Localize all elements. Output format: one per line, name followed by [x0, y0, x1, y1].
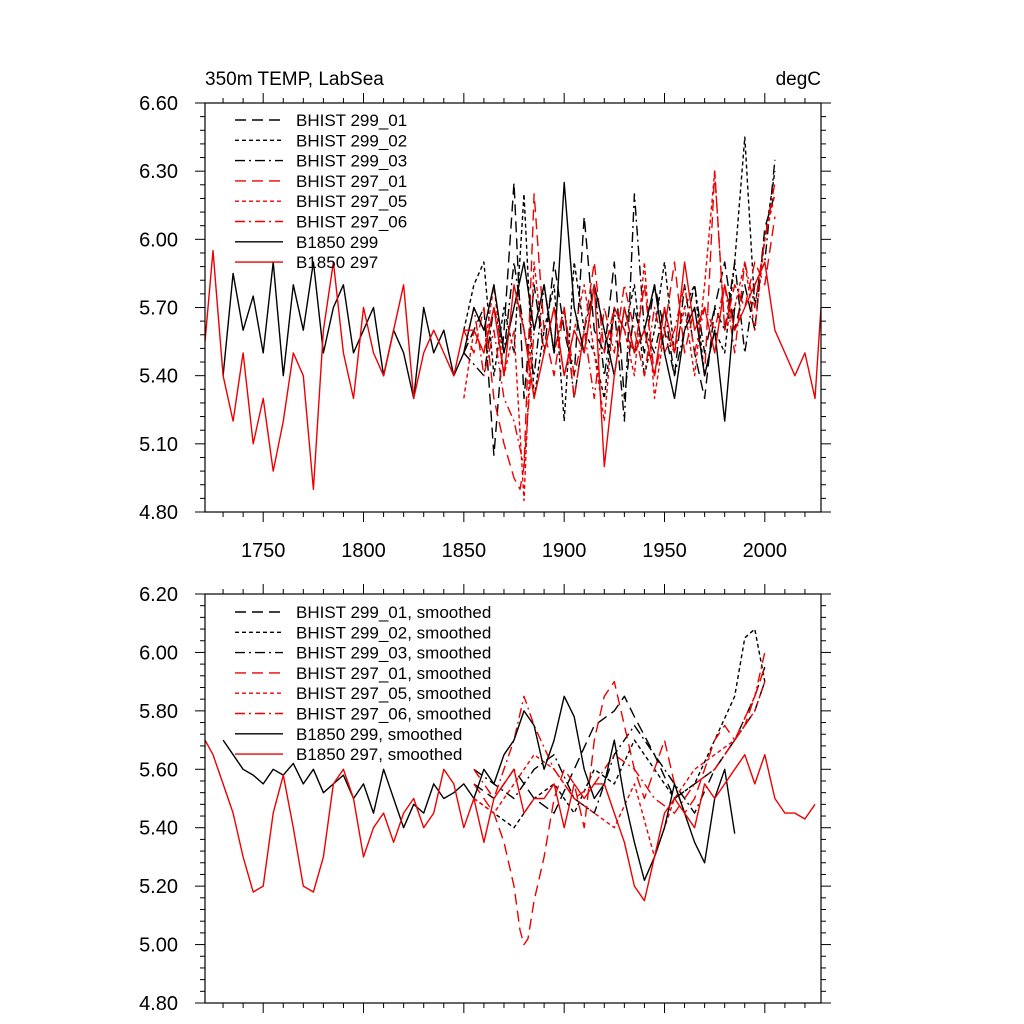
legend-entry: B1850 297, smoothed	[296, 745, 462, 764]
y-tick-label: 5.20	[139, 876, 178, 898]
legend-entry: BHIST 299_01	[296, 111, 407, 130]
y-tick-label: 4.80	[139, 502, 178, 524]
legend-entry: BHIST 297_05	[296, 192, 407, 211]
panel-title-left: 350m TEMP, LabSea	[205, 69, 384, 90]
series-line-1	[463, 181, 776, 456]
legend-entry: BHIST 297_06	[296, 213, 407, 232]
series-line-5	[463, 170, 776, 502]
y-tick-label: 5.00	[139, 935, 178, 957]
legend-entry: BHIST 297_01, smoothed	[296, 664, 491, 683]
x-tick-label: 1800	[341, 540, 386, 562]
y-tick-label: 5.60	[139, 759, 178, 781]
series-line-8	[205, 739, 816, 902]
panel-title-right: degC	[776, 69, 821, 90]
legend-entry: BHIST 299_03	[296, 152, 407, 171]
legend-entry: B1850 299, smoothed	[296, 725, 462, 744]
legend-entry: BHIST 297_01	[296, 172, 407, 191]
series-line-5	[473, 681, 766, 858]
y-tick-label: 6.20	[139, 584, 178, 606]
y-tick-label: 5.40	[139, 366, 178, 388]
series-line-8	[205, 249, 821, 490]
y-tick-label: 6.60	[139, 93, 178, 115]
bottom-panel: 4.80 5.00 5.20 5.40 5.60 5.80 6.00 6.20 BHIST 29…	[139, 584, 831, 1015]
legend-entry: BHIST 297_05, smoothed	[296, 684, 491, 703]
y-tick-label: 5.70	[139, 298, 178, 320]
legend-entry: BHIST 299_02	[296, 131, 407, 150]
legend-entry: B1850 299	[296, 233, 378, 252]
y-tick-label: 5.80	[139, 701, 178, 723]
y-tick-label: 4.80	[139, 993, 178, 1015]
x-tick-label: 1950	[642, 540, 687, 562]
y-tick-label: 5.10	[139, 434, 178, 456]
y-tick-label: 6.30	[139, 161, 178, 183]
x-tick-label: 1850	[442, 540, 487, 562]
top-panel: 350m TEMP, LabSea degC 1750 1800 1850 1900 1…	[139, 69, 831, 562]
y-tick-label: 6.00	[139, 642, 178, 664]
y-tick-label: 5.40	[139, 818, 178, 840]
legend-entry: BHIST 299_01, smoothed	[296, 603, 491, 622]
series-group	[205, 628, 816, 946]
series-line-4	[463, 170, 776, 490]
series-line-2	[463, 136, 776, 422]
plot-frame	[204, 593, 822, 1004]
legend-entry: BHIST 299_03, smoothed	[296, 644, 491, 663]
series-line-4	[473, 666, 766, 946]
x-tick-label: 1900	[542, 540, 587, 562]
series-line-7	[222, 181, 736, 422]
legend-entry: B1850 297	[296, 253, 378, 272]
legend-entry: BHIST 297_06, smoothed	[296, 705, 491, 724]
series-line-6	[473, 652, 766, 814]
series-line-3	[473, 666, 766, 814]
legend-entry: BHIST 299_02, smoothed	[296, 623, 491, 642]
series-line-7	[222, 695, 736, 881]
x-tick-label: 1750	[241, 540, 286, 562]
x-tick-label: 2000	[743, 540, 788, 562]
series-group	[205, 136, 821, 502]
y-tick-label: 6.00	[139, 229, 178, 251]
series-line-6	[463, 182, 776, 468]
